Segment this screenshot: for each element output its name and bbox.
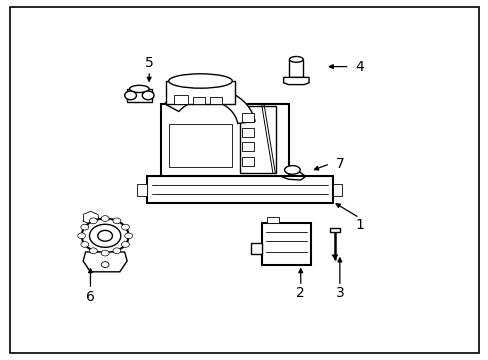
Ellipse shape (122, 242, 129, 247)
Ellipse shape (129, 85, 149, 93)
Ellipse shape (168, 74, 232, 88)
Ellipse shape (89, 218, 97, 224)
Bar (239, 106, 276, 173)
Bar (242, 128, 254, 137)
Ellipse shape (101, 262, 109, 267)
Ellipse shape (81, 219, 128, 253)
Bar (166, 81, 234, 104)
Ellipse shape (142, 91, 154, 100)
Bar (210, 97, 222, 104)
Bar (329, 228, 339, 232)
Text: 6: 6 (86, 290, 95, 304)
Ellipse shape (124, 91, 136, 100)
Ellipse shape (122, 224, 129, 230)
Bar (242, 113, 254, 122)
Bar (266, 217, 278, 223)
Ellipse shape (101, 216, 109, 221)
Ellipse shape (113, 218, 121, 224)
Ellipse shape (89, 224, 121, 247)
Text: 5: 5 (144, 56, 153, 70)
Ellipse shape (124, 233, 132, 239)
Bar (127, 89, 151, 102)
Bar (193, 97, 205, 104)
Bar (289, 59, 303, 77)
Bar (161, 104, 288, 176)
Bar (242, 157, 254, 166)
Ellipse shape (98, 230, 112, 241)
Polygon shape (283, 77, 308, 85)
Polygon shape (331, 255, 337, 259)
Ellipse shape (89, 248, 97, 254)
Text: 2: 2 (296, 287, 305, 300)
Ellipse shape (78, 233, 85, 239)
Polygon shape (164, 87, 255, 123)
Text: 1: 1 (354, 218, 363, 232)
Ellipse shape (289, 57, 303, 62)
Text: 7: 7 (335, 157, 344, 171)
Polygon shape (137, 184, 146, 196)
Ellipse shape (284, 166, 300, 174)
Ellipse shape (113, 248, 121, 254)
Bar (168, 124, 232, 167)
Bar (261, 223, 310, 265)
Bar (146, 176, 332, 203)
Ellipse shape (101, 250, 109, 256)
Bar (173, 95, 188, 104)
Ellipse shape (81, 242, 88, 247)
Polygon shape (83, 252, 127, 272)
Ellipse shape (81, 224, 88, 230)
Bar (242, 142, 254, 151)
Text: 3: 3 (335, 287, 344, 300)
Polygon shape (332, 184, 342, 196)
Text: 4: 4 (354, 60, 363, 73)
Bar (250, 243, 261, 254)
